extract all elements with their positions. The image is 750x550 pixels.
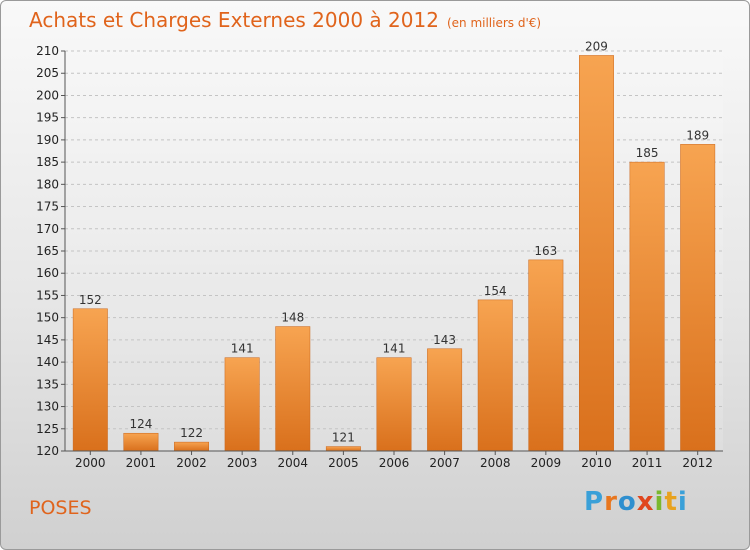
y-tick-label: 155 bbox=[36, 288, 59, 302]
chart-title: Achats et Charges Externes 2000 à 2012 (e… bbox=[29, 8, 541, 32]
value-label: 209 bbox=[585, 39, 608, 53]
bar-2006 bbox=[376, 357, 412, 452]
bar-2010 bbox=[579, 55, 614, 452]
value-label: 154 bbox=[484, 284, 507, 298]
y-tick-label: 205 bbox=[36, 66, 59, 80]
x-tick-label: 2005 bbox=[328, 456, 359, 470]
logo-letter: o bbox=[617, 487, 637, 517]
x-tick-label: 2010 bbox=[581, 456, 612, 470]
proxiti-logo: Proxiti bbox=[584, 487, 688, 517]
x-tick-label: 2002 bbox=[176, 456, 207, 470]
logo-letter: P bbox=[584, 487, 605, 517]
bar-2003 bbox=[224, 357, 260, 452]
x-tick-label: 2011 bbox=[632, 456, 663, 470]
value-label: 148 bbox=[281, 311, 304, 325]
value-label: 152 bbox=[79, 293, 102, 307]
bar-2007 bbox=[427, 348, 463, 452]
bar-2008 bbox=[477, 299, 513, 452]
y-tick-label: 185 bbox=[36, 155, 59, 169]
y-tick-label: 175 bbox=[36, 200, 59, 214]
x-tick-label: 2009 bbox=[531, 456, 562, 470]
axes bbox=[61, 50, 723, 455]
chart-subtitle: (en milliers d'€) bbox=[446, 16, 542, 30]
bar-2009 bbox=[528, 259, 564, 452]
y-tick-label: 130 bbox=[36, 400, 59, 414]
value-label: 121 bbox=[332, 431, 355, 445]
bar-2002 bbox=[174, 441, 209, 452]
y-tick-label: 145 bbox=[36, 333, 59, 347]
x-tick-label: 2008 bbox=[480, 456, 511, 470]
y-tick-label: 160 bbox=[36, 266, 59, 280]
y-tick-label: 125 bbox=[36, 422, 59, 436]
logo-letter: x bbox=[636, 487, 655, 517]
y-tick-label: 170 bbox=[36, 222, 59, 236]
value-label: 141 bbox=[231, 342, 254, 356]
y-tick-label: 195 bbox=[36, 111, 59, 125]
y-tick-label: 135 bbox=[36, 377, 59, 391]
x-tick-label: 2012 bbox=[682, 456, 713, 470]
y-tick-label: 180 bbox=[36, 177, 59, 191]
x-tick-label: 2001 bbox=[126, 456, 157, 470]
y-tick-label: 165 bbox=[36, 244, 59, 258]
bar-2005 bbox=[325, 446, 361, 452]
y-tick-label: 210 bbox=[36, 44, 59, 58]
logo-letter: i bbox=[654, 487, 665, 517]
value-label: 189 bbox=[686, 128, 709, 142]
y-tick-label: 140 bbox=[36, 355, 59, 369]
bar-2001 bbox=[123, 432, 159, 452]
value-label: 141 bbox=[383, 342, 406, 356]
bar-2011 bbox=[629, 161, 665, 452]
x-tick-label: 2000 bbox=[75, 456, 106, 470]
bar-2000 bbox=[72, 308, 108, 452]
logo-letter: t bbox=[664, 487, 678, 517]
y-tick-label: 150 bbox=[36, 311, 59, 325]
value-label: 163 bbox=[534, 244, 557, 258]
title-text: Achats et Charges Externes 2000 à 2012 bbox=[29, 8, 439, 32]
bar-2004 bbox=[275, 326, 311, 452]
x-tick-label: 2003 bbox=[227, 456, 258, 470]
x-tick-label: 2004 bbox=[277, 456, 308, 470]
x-tick-label: 2006 bbox=[379, 456, 410, 470]
y-tick-label: 190 bbox=[36, 133, 59, 147]
logo-letter: r bbox=[604, 487, 618, 517]
value-label: 185 bbox=[636, 146, 659, 160]
value-label: 143 bbox=[433, 333, 456, 347]
value-label: 122 bbox=[180, 426, 203, 440]
logo-letter: i bbox=[677, 487, 688, 517]
labels: 120 125 130 135 140 145 150 155 160 165 170 175 180 1… bbox=[36, 39, 713, 470]
y-tick-label: 120 bbox=[36, 444, 59, 458]
x-tick-label: 2007 bbox=[429, 456, 460, 470]
bar-2012 bbox=[680, 144, 716, 452]
bars bbox=[72, 55, 716, 452]
place-name: POSES bbox=[29, 497, 92, 519]
y-tick-label: 200 bbox=[36, 88, 59, 102]
value-label: 124 bbox=[129, 417, 152, 431]
